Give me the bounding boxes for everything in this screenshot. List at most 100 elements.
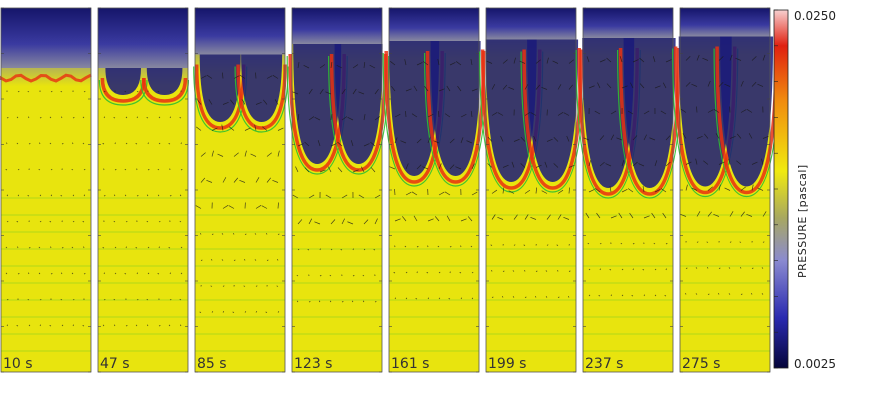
velocity-vector — [358, 91, 365, 95]
velocity-vector — [266, 152, 272, 157]
velocity-vector — [415, 298, 418, 300]
velocity-vector — [642, 269, 645, 271]
velocity-vector — [434, 216, 440, 222]
high-pressure-rim — [142, 77, 188, 103]
velocity-vector — [197, 99, 202, 105]
velocity-vector — [627, 110, 634, 115]
velocity-vector — [5, 246, 8, 249]
velocity-vector — [735, 57, 742, 61]
velocity-vector — [751, 292, 753, 295]
velocity-vector — [618, 212, 623, 219]
velocity-vector — [632, 59, 639, 63]
velocity-vector — [588, 85, 595, 89]
velocity-vector — [405, 163, 409, 170]
velocity-vector — [491, 214, 496, 220]
velocity-vector — [707, 211, 712, 217]
panel-time-label: 47 s — [100, 356, 130, 372]
velocity-vector — [524, 84, 529, 90]
velocity-vector — [762, 54, 766, 61]
velocity-vector — [740, 109, 747, 113]
velocity-vector — [211, 311, 214, 313]
velocity-vector — [50, 90, 53, 93]
interface-wave — [0, 73, 92, 83]
velocity-vector — [61, 116, 63, 119]
velocity-vector — [38, 272, 41, 275]
velocity-vector — [113, 298, 116, 301]
velocity-vector — [233, 177, 239, 183]
low-pressure-layer — [486, 8, 576, 40]
velocity-vector — [244, 258, 246, 261]
velocity-vector — [255, 101, 262, 105]
velocity-vector — [221, 124, 224, 131]
velocity-vector — [124, 168, 127, 171]
colorbar-min-label: 0.0025 — [794, 357, 836, 371]
velocity-vector — [363, 219, 369, 225]
velocity-vector — [470, 245, 473, 248]
velocity-vector — [308, 116, 315, 121]
velocity-vector — [696, 241, 699, 243]
velocity-vector — [352, 64, 359, 69]
velocity-vector — [158, 116, 161, 119]
velocity-vector — [426, 272, 429, 274]
velocity-vector — [568, 164, 575, 168]
velocity-vector — [233, 152, 239, 157]
velocity-vector — [703, 160, 709, 165]
velocity-vector — [588, 268, 591, 271]
velocity-vector — [71, 272, 74, 275]
velocity-vector — [491, 112, 498, 116]
velocity-vector — [135, 324, 138, 327]
velocity-vector — [255, 285, 258, 287]
velocity-vector — [654, 294, 657, 297]
velocity-vector — [491, 189, 498, 194]
velocity-vector — [627, 188, 634, 193]
velocity-vector — [82, 142, 85, 145]
plume-finger — [334, 44, 383, 164]
velocity-vector — [751, 161, 758, 165]
velocity-vector — [491, 296, 494, 298]
velocity-vector — [266, 259, 269, 261]
velocity-vector — [71, 169, 74, 171]
velocity-vector — [599, 243, 602, 245]
velocity-vector — [702, 57, 709, 61]
velocity-vector — [606, 57, 612, 63]
velocity-vector — [524, 112, 531, 116]
velocity-vector — [341, 194, 348, 199]
velocity-vector — [351, 300, 354, 303]
velocity-vector — [5, 169, 8, 171]
velocity-vector — [179, 220, 182, 223]
velocity-vector — [545, 296, 548, 298]
velocity-vector — [82, 116, 85, 119]
panel-time-label: 161 s — [391, 356, 429, 372]
velocity-vector — [654, 160, 658, 167]
velocity-vector — [146, 220, 149, 223]
low-pressure-layer — [680, 8, 770, 37]
velocity-vector — [28, 247, 31, 249]
velocity-vector — [179, 298, 182, 301]
velocity-vector — [729, 54, 733, 61]
velocity-vector — [449, 246, 452, 248]
velocity-vector — [502, 187, 505, 194]
velocity-vector — [136, 298, 139, 301]
velocity-vector — [394, 297, 397, 300]
velocity-vector — [449, 62, 456, 66]
velocity-vector — [535, 270, 538, 272]
velocity-vector — [180, 246, 183, 249]
velocity-vector — [255, 177, 260, 183]
velocity-vector — [654, 268, 657, 271]
velocity-vector — [642, 186, 645, 193]
low-pressure-layer — [98, 8, 188, 68]
velocity-vector — [72, 220, 75, 223]
velocity-vector — [427, 113, 434, 118]
velocity-vector — [513, 57, 516, 64]
velocity-vector — [362, 300, 365, 303]
velocity-vector — [49, 116, 52, 119]
velocity-vector — [405, 110, 407, 118]
velocity-vector — [16, 142, 19, 145]
pressure-colorbar: 0.0250 0.0025 PRESSURE [pascal] — [773, 9, 836, 371]
velocity-vector — [471, 297, 474, 300]
velocity-vector — [736, 133, 742, 139]
velocity-vector — [621, 189, 628, 193]
velocity-vector — [102, 143, 105, 145]
velocity-vector — [307, 249, 310, 251]
velocity-vector — [146, 324, 149, 327]
